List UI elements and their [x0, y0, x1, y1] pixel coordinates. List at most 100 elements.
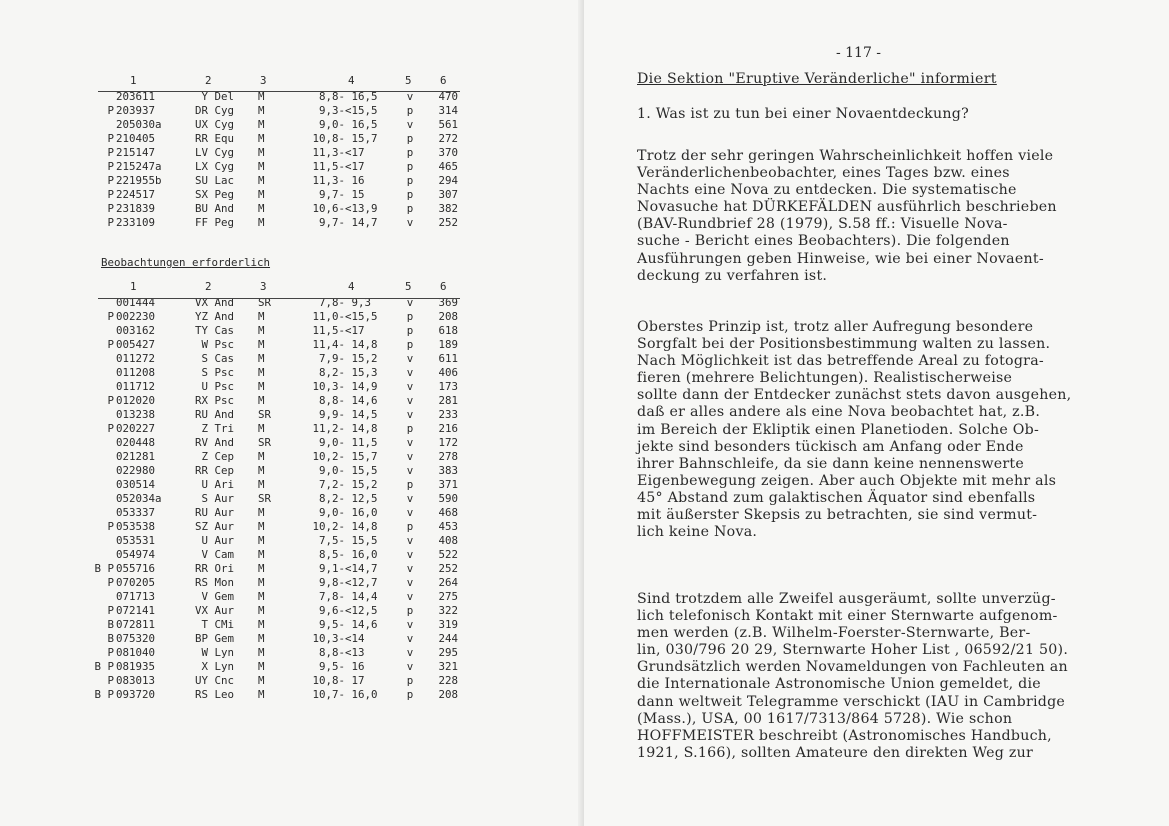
magnitude-range: 11,3- 16 [312, 174, 365, 187]
designation: 005427 [116, 338, 156, 351]
designation: 215247a [116, 160, 162, 173]
text-line: sollte dann der Entdecker zunächst stets… [637, 387, 1072, 404]
magnitude-range: 7,5- 15,5 [318, 534, 378, 547]
header-rule-2 [98, 298, 460, 299]
table-row: 011272 S Cas M 7,9- 15,2 v 611 [0, 352, 584, 366]
designation: 001444 [116, 296, 156, 309]
magnitude-system: v [406, 90, 414, 103]
magnitude-range: 7,2- 15,2 [318, 478, 378, 491]
period-days: 294 [438, 174, 458, 187]
magnitude-range: 8,2- 12,5 [318, 492, 378, 505]
variable-type: M [258, 478, 265, 491]
variable-type: M [258, 674, 265, 687]
column-header: 3 [260, 280, 267, 293]
text-line: Trotz der sehr geringen Wahrscheinlichke… [637, 148, 1054, 164]
catalog-prefix: P [107, 394, 114, 407]
designation: 215147 [116, 146, 156, 159]
magnitude-range: 9,0- 11,5 [318, 436, 378, 449]
table-row: B P 093720 RS Leo M 10,7- 16,0 p 208 [0, 688, 584, 702]
magnitude-range: 9,0- 16,0 [318, 506, 378, 519]
text-line: fieren (mehrere Belichtungen). Realistis… [637, 370, 1013, 387]
variable-type: M [258, 422, 265, 435]
period-days: 406 [438, 366, 458, 379]
magnitude-system: p [406, 188, 414, 201]
designation: 203937 [116, 104, 156, 117]
magnitude-system: v [406, 118, 414, 131]
column-header: 5 [405, 74, 412, 87]
magnitude-system: p [406, 338, 414, 351]
column-header: 2 [205, 74, 212, 87]
period-days: 408 [438, 534, 458, 547]
magnitude-range: 8,5- 16,0 [318, 548, 378, 561]
magnitude-range: 10,7- 16,0 [312, 688, 378, 701]
magnitude-system: v [406, 646, 414, 659]
table-row: 011712 U Psc M 10,3- 14,9 v 173 [0, 380, 584, 394]
catalog-prefix: P [107, 174, 114, 187]
period-days: 173 [438, 380, 458, 393]
magnitude-system: v [406, 394, 414, 407]
magnitude-range: 7,8- 14,4 [318, 590, 378, 603]
column-header: 2 [205, 280, 212, 293]
table-row: P 005427 W Psc M 11,4- 14,8 p 189 [0, 338, 584, 352]
table-row: 053337 RU Aur M 9,0- 16,0 v 468 [0, 506, 584, 520]
magnitude-range: 10,3-<14 [312, 632, 365, 645]
star-name: RR Equ [194, 132, 234, 145]
magnitude-system: v [406, 408, 414, 421]
variable-type: M [258, 90, 265, 103]
star-name: S Psc [201, 366, 234, 379]
star-name: BU And [194, 202, 234, 215]
designation: 013238 [116, 408, 156, 421]
magnitude-range: 9,0- 16,5 [318, 118, 378, 131]
variable-type: M [258, 216, 265, 229]
designation: 221955b [116, 174, 162, 187]
variable-type: M [258, 380, 265, 393]
magnitude-system: v [406, 492, 414, 505]
variable-type: M [258, 118, 265, 131]
variable-type: SR [258, 436, 272, 449]
magnitude-system: p [406, 160, 414, 173]
designation: 052034a [116, 492, 162, 505]
star-name: SU Lac [194, 174, 234, 187]
table-row: 203611 Y Del M 8,8- 16,5 v 470 [0, 90, 584, 104]
designation: 071713 [116, 590, 156, 603]
column-header: 3 [260, 74, 267, 87]
magnitude-range: 11,3-<17 [312, 146, 365, 159]
magnitude-range: 9,8-<12,7 [318, 576, 378, 589]
magnitude-range: 9,5- 14,6 [318, 618, 378, 631]
designation: 205030a [116, 118, 162, 131]
table-row: B 075320 BP Gem M 10,3-<14 v 244 [0, 632, 584, 646]
designation: 210405 [116, 132, 156, 145]
magnitude-range: 9,0- 15,5 [318, 464, 378, 477]
star-name: SX Peg [194, 188, 234, 201]
text-line: ihrer Bahnschleife, da sie dann keine ne… [637, 455, 1025, 472]
star-name: W Psc [201, 338, 234, 351]
magnitude-system: v [406, 576, 414, 589]
magnitude-range: 9,1-<14,7 [318, 562, 378, 575]
star-name: W Lyn [201, 646, 234, 659]
designation: 021281 [116, 450, 156, 463]
magnitude-range: 9,7- 14,7 [318, 216, 378, 229]
designation: 002230 [116, 310, 156, 323]
star-name: TY Cas [194, 324, 234, 337]
star-name: V Cam [201, 548, 234, 561]
star-name: RU Aur [194, 506, 234, 519]
period-days: 189 [438, 338, 458, 351]
page-number-text: - 117 - [835, 45, 882, 61]
table-row: P 081040 W Lyn M 8,8-<13 v 295 [0, 646, 584, 660]
period-days: 453 [438, 520, 458, 533]
magnitude-system: p [406, 104, 414, 117]
variable-type: M [258, 660, 265, 673]
magnitude-range: 8,8- 16,5 [318, 90, 378, 103]
paragraph: 1. Was ist zu tun bei einer Novaentdecku… [637, 106, 969, 123]
period-days: 371 [438, 478, 458, 491]
table-row: P 020227 Z Tri M 11,2- 14,8 p 216 [0, 422, 584, 436]
table-header: 1 2 3 4 5 6 [0, 74, 584, 88]
magnitude-system: p [406, 688, 414, 701]
catalog-prefix: P [107, 604, 114, 617]
designation: 011272 [116, 352, 156, 365]
variable-type: M [258, 394, 265, 407]
text-line: men werden (z.B. Wilhelm-Foerster-Sternw… [637, 625, 1031, 642]
right-page: - 117 - Die Sektion "Eruptive Veränderli… [584, 0, 1169, 826]
column-header: 4 [348, 74, 355, 87]
designation: 075320 [116, 632, 156, 645]
